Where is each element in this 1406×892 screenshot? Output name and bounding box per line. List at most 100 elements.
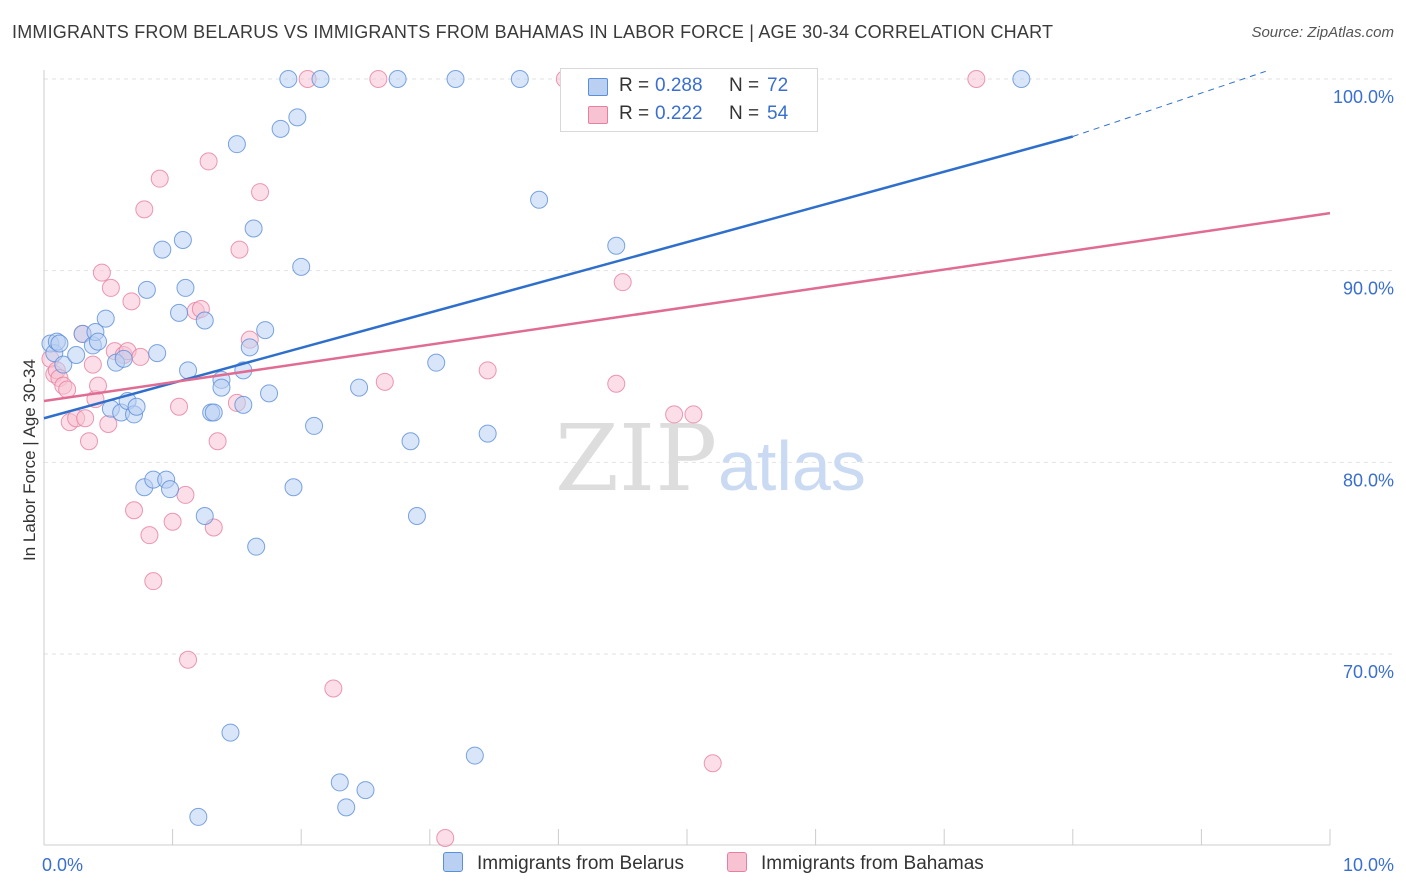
point-bahamas [369,70,388,88]
point-belarus [350,378,369,397]
point-belarus [407,507,426,525]
point-belarus [279,70,298,88]
point-bahamas [436,829,455,847]
point-belarus [212,378,231,397]
point-bahamas [76,409,95,428]
y-tick-labels: 70.0% 80.0% 90.0% 100.0% [1333,87,1394,682]
bottom-legend-label-belarus: Immigrants from Belarus [477,853,684,874]
axes [43,70,1331,846]
y-tick-label: 100.0% [1333,87,1394,107]
y-tick-label: 80.0% [1343,470,1394,490]
correlation-legend: R = 0.288 N = 72 R = 0.222 N = 54 [560,68,818,132]
point-bahamas [135,200,154,219]
point-belarus [96,309,115,328]
legend-r-label: R = [619,103,650,124]
point-bahamas [967,70,986,88]
watermark-atlas: atlas [718,427,866,505]
point-belarus [388,70,407,88]
x-tick-label-min: 0.0% [42,855,83,875]
point-belarus [195,311,214,330]
trend-line-bahamas [43,211,1331,403]
legend-n-label: N = [729,75,760,96]
point-bahamas [478,361,497,380]
point-belarus [114,349,133,368]
bottom-legend-swatch-belarus [443,852,463,872]
point-belarus [173,231,192,249]
point-bahamas [170,397,189,416]
point-bahamas [163,512,182,531]
bottom-legend-label-bahamas: Immigrants from Bahamas [761,853,984,874]
point-belarus [337,798,356,817]
y-tick-label: 70.0% [1343,662,1394,682]
point-bahamas [92,263,111,282]
point-bahamas [122,292,141,311]
watermark-zip: ZIP [555,405,717,512]
point-bahamas [199,152,218,171]
legend-swatch-belarus [588,78,608,96]
point-belarus [195,507,214,525]
point-belarus [89,332,108,351]
point-belarus [465,746,484,765]
point-bahamas [140,526,159,545]
point-bahamas [179,650,198,669]
trend-line-belarus-extension [1072,70,1266,137]
point-belarus [530,190,549,209]
y-axis-label: In Labor Force | Age 30-34 [20,359,39,561]
point-bahamas [101,278,120,297]
point-bahamas [58,380,77,399]
point-belarus [127,397,146,416]
point-bahamas [607,374,626,393]
point-belarus [54,355,73,374]
point-belarus [478,424,497,443]
point-bahamas [150,169,169,188]
point-belarus [221,723,240,742]
point-bahamas [176,485,195,504]
point-belarus [247,537,266,556]
point-bahamas [230,240,249,259]
legend-n-value-bahamas: 54 [767,103,789,124]
point-belarus [244,219,263,238]
point-belarus [292,257,311,276]
trend-line-belarus [43,135,1074,420]
point-bahamas [125,501,144,520]
point-belarus [510,70,529,88]
point-belarus [284,478,303,497]
point-belarus [176,278,195,297]
point-belarus [260,384,279,403]
point-belarus [305,416,324,435]
bottom-legend-bahamas: Immigrants from Bahamas [727,852,984,875]
point-belarus [1012,70,1031,88]
point-bahamas [83,355,102,374]
point-belarus [446,70,465,88]
bottom-legend-swatch-bahamas [727,852,747,872]
legend-swatch-bahamas [588,106,608,124]
point-belarus [189,807,208,826]
point-bahamas [665,405,684,424]
point-bahamas [208,432,227,451]
bottom-legend-belarus: Immigrants from Belarus [443,852,684,875]
point-belarus [288,108,307,127]
point-belarus [256,321,275,340]
point-bahamas [144,572,163,591]
point-belarus [67,346,86,364]
legend-r-value-bahamas: 0.222 [655,103,703,124]
point-belarus [401,432,420,451]
legend-n-label: N = [729,103,760,124]
chart-title: IMMIGRANTS FROM BELARUS VS IMMIGRANTS FR… [12,22,1054,42]
legend-n-value-belarus: 72 [767,75,789,96]
point-bahamas [703,754,722,773]
chart-source: Source: ZipAtlas.com [1251,24,1394,41]
point-bahamas [613,273,632,292]
point-belarus [227,135,246,154]
point-belarus [356,781,375,800]
legend-row-bahamas: R = 0.222 N = 54 [561,100,817,128]
point-belarus [234,395,253,414]
point-belarus [148,344,167,363]
point-belarus [240,338,259,357]
point-bahamas [251,183,270,202]
point-belarus [271,119,290,138]
point-bahamas [131,347,150,366]
point-bahamas [80,432,99,451]
legend-r-value-belarus: 0.288 [655,75,703,96]
point-belarus [204,403,223,422]
